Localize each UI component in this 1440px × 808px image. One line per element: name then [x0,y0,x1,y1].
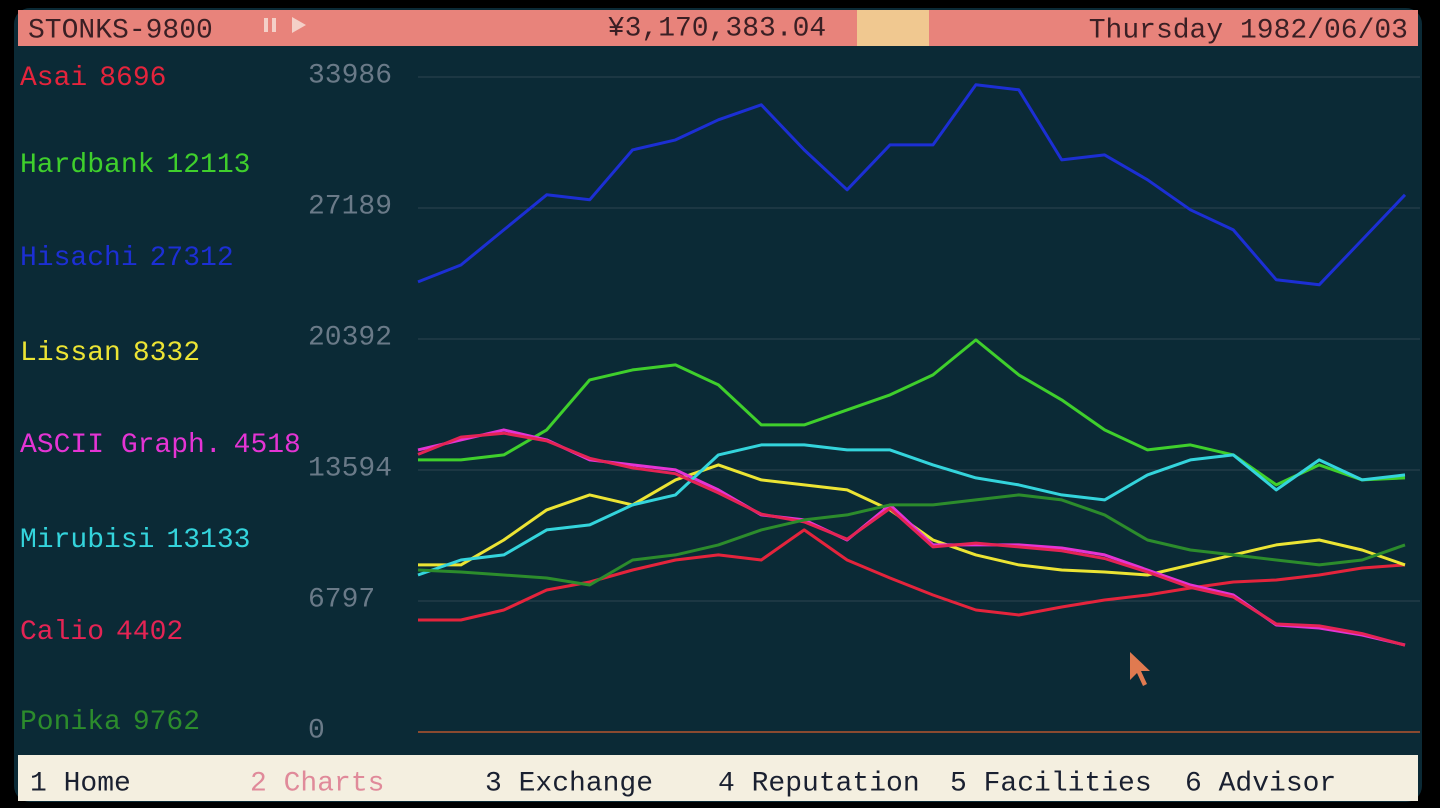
legend-entry: Mirubisi 13133 [20,525,250,556]
money: ¥3,170,383.04 [608,13,826,44]
y-tick-label: 20392 [308,322,392,353]
legend-entry: Calio 4402 [20,617,183,648]
legend-name: Mirubisi [20,525,154,556]
legend-price: 13133 [166,525,250,556]
legend-entry: ASCII Graph. 4518 [20,430,301,461]
pause-bar[interactable] [264,18,268,32]
legend-name: Lissan [20,338,121,369]
menu-item[interactable]: 2 Charts [250,768,384,799]
legend-name: Hardbank [20,150,154,181]
pause-play[interactable] [264,17,306,33]
legend-price: 4518 [234,430,301,461]
legend-name: Ponika [20,707,121,738]
y-tick-label: 33986 [308,60,392,91]
legend-name: Asai [20,63,87,94]
title-bar [18,10,1418,46]
legend-name: Calio [20,617,104,648]
menu-item[interactable]: 6 Advisor [1185,768,1336,799]
menu-item[interactable]: 4 Reputation [718,768,920,799]
y-tick-label: 6797 [308,584,375,615]
legend-entry: Ponika 9762 [20,707,200,738]
menu-item[interactable]: 5 Facilities [950,768,1152,799]
status-block [857,10,929,46]
legend-price: 9762 [133,707,200,738]
pause-bar[interactable] [272,18,276,32]
legend-entry: Hisachi 27312 [20,243,234,274]
menu: 1 Home 2 Charts 3 Exchange 4 Reputation 5 Fa… [30,768,1336,799]
legend-price: 4402 [116,617,183,648]
legend-price: 27312 [150,243,234,274]
legend-price: 8696 [99,63,166,94]
series-line [417,443,1406,577]
legend-price: 8332 [133,338,200,369]
monitor [14,8,1422,802]
app-name: STONKS-9800 [28,15,213,46]
menu-item[interactable]: 3 Exchange [485,768,653,799]
menu-item[interactable]: 1 Home [30,768,131,799]
legend-name: Hisachi [20,243,138,274]
y-tick-label: 0 [308,715,325,746]
legend-entry: Asai 8696 [20,63,166,94]
series-line [417,493,1406,587]
series-line [417,83,1407,287]
y-tick-label: 27189 [308,191,392,222]
menu-bar [18,755,1418,801]
legend-entry: Lissan 8332 [20,338,200,369]
legend-entry: Hardbank 12113 [20,150,250,181]
chart: 0 6797 13594 20392 27189 33986 Asai 8696 Hardban… [20,60,1420,746]
play-icon[interactable] [292,17,306,33]
date: Thursday 1982/06/03 [1089,15,1408,46]
legend-name: ASCII Graph. [20,430,222,461]
y-tick-label: 13594 [308,453,392,484]
cursor [1130,652,1150,686]
legend-price: 12113 [166,150,250,181]
series-line [417,431,1406,647]
